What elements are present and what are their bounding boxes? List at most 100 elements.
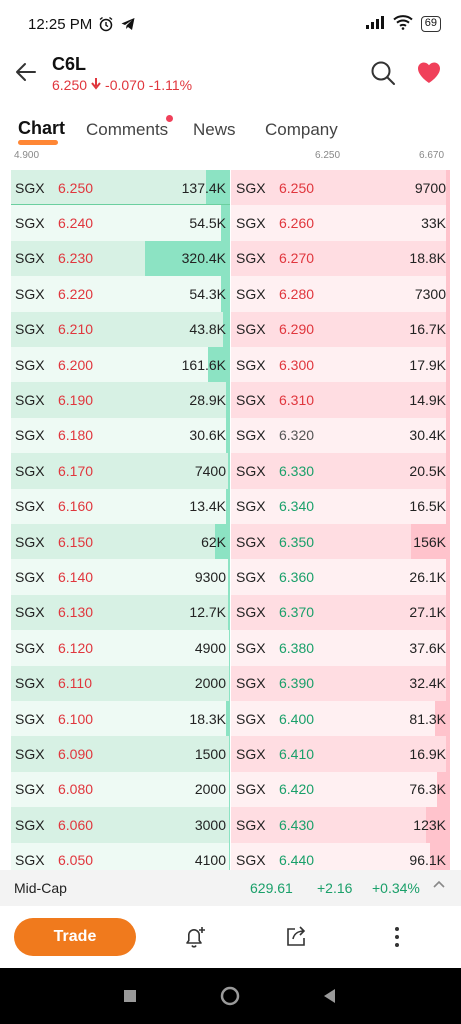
ask-volume: 37.6K [409,639,446,656]
ask-price: 6.250 [279,179,315,196]
order-book-row: SGX 6.110 2000 SGX 6.390 32.4K [11,665,450,701]
bid-volume: 4100 [194,852,226,869]
status-bar: 12:25 PM 69 [0,0,461,48]
bid-exchange: SGX [15,569,45,586]
search-icon[interactable] [370,60,396,86]
bid-volume-bar [225,382,230,418]
bid-price: 6.230 [58,250,94,267]
bid-volume: 4900 [194,639,226,656]
ask-cell: SGX 6.350 156K [231,524,450,560]
bid-cell: SGX 6.170 7400 [11,453,230,489]
tab-company[interactable]: Company [265,120,338,139]
ask-cell: SGX 6.260 33K [231,205,450,241]
bid-cell: SGX 6.090 1500 [11,736,230,772]
order-book-row: SGX 6.050 4100 SGX 6.440 96.1K [11,842,450,870]
ask-price: 6.280 [279,285,315,302]
bid-exchange: SGX [15,285,45,302]
bid-volume-bar [214,524,230,560]
order-book-row: SGX 6.130 12.7K SGX 6.370 27.1K [11,594,450,631]
ask-exchange: SGX [236,569,266,586]
tab-news[interactable]: News [193,120,236,139]
ask-volume: 26.1K [409,569,446,586]
ask-cell: SGX 6.390 32.4K [231,665,450,701]
ask-volume: 16.5K [409,498,446,515]
ask-price: 6.320 [279,427,315,444]
ask-cell: SGX 6.310 14.9K [231,382,450,418]
more-options-icon[interactable] [384,924,410,950]
chevron-up-icon[interactable] [432,878,446,895]
ask-price: 6.380 [279,639,315,656]
bid-row-background [11,701,230,737]
ask-volume-bar [445,594,450,631]
back-triangle-icon[interactable] [320,986,340,1006]
ask-exchange: SGX [236,285,266,302]
index-ticker-strip[interactable]: Mid-Cap 629.61 +2.16 +0.34% [0,870,461,906]
order-book-row: SGX 6.250 137.4K SGX 6.250 9700 [11,170,450,206]
bid-exchange: SGX [15,710,45,727]
ask-volume-bar [445,276,450,312]
system-nav-bar [0,968,461,1024]
index-change: +2.16 [317,880,353,896]
ask-price: 6.430 [279,816,315,833]
order-book-row: SGX 6.100 18.3K SGX 6.400 81.3K [11,701,450,737]
bid-volume-bar [144,240,230,277]
ask-price: 6.330 [279,462,315,479]
order-book-row: SGX 6.210 43.8K SGX 6.290 16.7K [11,311,450,347]
tab-comments[interactable]: Comments [86,120,169,139]
bid-price: 6.130 [58,604,94,621]
ask-price: 6.270 [279,250,315,267]
bid-row-background [11,347,230,383]
price-alert-bell-icon[interactable] [182,924,208,950]
bid-row-background [11,488,230,524]
bid-exchange: SGX [15,179,45,196]
bid-volume-bar [205,170,230,206]
ask-cell: SGX 6.320 30.4K [231,417,450,454]
recents-square-icon[interactable] [120,986,140,1006]
bid-cell: SGX 6.130 12.7K [11,594,230,631]
bid-cell: SGX 6.140 9300 [11,559,230,595]
bid-row-background [11,524,230,560]
watchlist-heart-icon[interactable] [416,60,442,86]
bid-exchange: SGX [15,427,45,444]
ask-row-background [231,736,450,772]
down-arrow-icon [91,77,101,93]
ask-volume-bar [445,240,450,277]
ask-exchange: SGX [236,321,266,338]
order-book-row: SGX 6.140 9300 SGX 6.360 26.1K [11,559,450,595]
index-change-pct: +0.34% [372,880,420,896]
ask-cell: SGX 6.410 16.9K [231,736,450,772]
ask-price: 6.310 [279,392,315,409]
order-book[interactable]: SGX 6.250 137.4K SGX 6.250 9700 SGX 6.240 54.5K S… [11,170,450,870]
bid-volume: 54.3K [189,285,226,302]
ask-cell: SGX 6.440 96.1K [231,842,450,870]
back-arrow-icon[interactable] [12,58,40,86]
ask-volume: 27.1K [409,604,446,621]
bid-exchange: SGX [15,639,45,656]
order-book-row: SGX 6.180 30.6K SGX 6.320 30.4K [11,417,450,454]
share-icon[interactable] [283,924,309,950]
bid-exchange: SGX [15,498,45,515]
ask-row-background [231,630,450,666]
bid-volume: 54.5K [189,215,226,232]
ask-row-background [231,807,450,843]
trade-button[interactable]: Trade [14,918,136,956]
home-circle-icon[interactable] [220,986,240,1006]
bid-volume: 62K [201,533,226,550]
ask-row-background [231,311,450,347]
ask-exchange: SGX [236,816,266,833]
ask-row-background [231,842,450,870]
ask-volume: 30.4K [409,427,446,444]
bid-row-background [11,842,230,870]
ask-row-background [231,276,450,312]
ask-exchange: SGX [236,462,266,479]
ask-cell: SGX 6.430 123K [231,807,450,843]
bid-volume: 137.4K [181,179,226,196]
depth-scale: 4.900 6.250 6.670 [0,148,461,164]
ask-exchange: SGX [236,392,266,409]
bid-exchange: SGX [15,675,45,692]
order-book-row: SGX 6.080 2000 SGX 6.420 76.3K [11,771,450,808]
bid-cell: SGX 6.230 320.4K [11,240,230,277]
bid-row-background [11,736,230,772]
tab-chart[interactable]: Chart [18,118,66,138]
bid-cell: SGX 6.250 137.4K [11,170,230,206]
